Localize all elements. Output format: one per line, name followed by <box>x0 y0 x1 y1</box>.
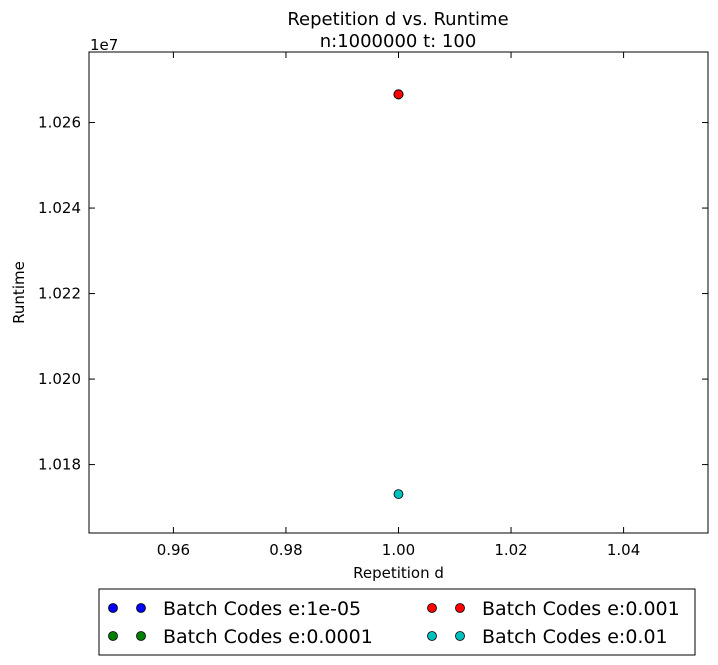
legend-label: Batch Codes e:1e-05 <box>163 598 361 620</box>
y-tick-label: 1.020 <box>38 370 81 388</box>
legend-marker <box>108 631 118 641</box>
y-offset-label: 1e7 <box>90 36 118 54</box>
x-axis: 0.96 0.98 1.00 1.02 1.04 <box>157 52 640 559</box>
legend-marker <box>136 603 146 613</box>
data-point <box>393 89 404 100</box>
data-point <box>393 489 404 499</box>
plot-area <box>88 51 709 534</box>
y-tick-label: 1.026 <box>38 114 81 132</box>
x-axis-label: Repetition d <box>353 564 444 582</box>
legend-label: Batch Codes e:0.001 <box>482 598 680 620</box>
x-tick-label: 1.04 <box>607 541 640 559</box>
y-tick-label: 1.018 <box>38 456 81 474</box>
legend-marker <box>427 631 437 641</box>
x-tick-label: 1.00 <box>382 541 415 559</box>
y-tick-label: 1.022 <box>38 285 81 303</box>
legend-label: Batch Codes e:0.0001 <box>163 626 373 648</box>
y-tick-label: 1.024 <box>38 199 81 217</box>
legend-marker <box>455 631 465 641</box>
legend-marker <box>455 603 465 613</box>
legend-marker <box>108 603 118 613</box>
chart-title: Repetition d vs. Runtime <box>287 9 508 30</box>
legend: Batch Codes e:1e-05 Batch Codes e:0.0001 B… <box>98 588 696 656</box>
legend-label: Batch Codes e:0.01 <box>482 626 668 648</box>
x-tick-label: 0.96 <box>157 541 190 559</box>
data-points <box>393 89 404 499</box>
x-tick-label: 0.98 <box>269 541 302 559</box>
y-axis: 1.018 1.020 1.022 1.024 1.026 <box>38 114 708 474</box>
legend-marker <box>427 603 437 613</box>
legend-marker <box>136 631 146 641</box>
x-tick-label: 1.02 <box>494 541 527 559</box>
legend-frame <box>98 588 696 656</box>
chart-subtitle: n:1000000 t: 100 <box>320 31 477 52</box>
y-axis-label: Runtime <box>10 261 28 324</box>
